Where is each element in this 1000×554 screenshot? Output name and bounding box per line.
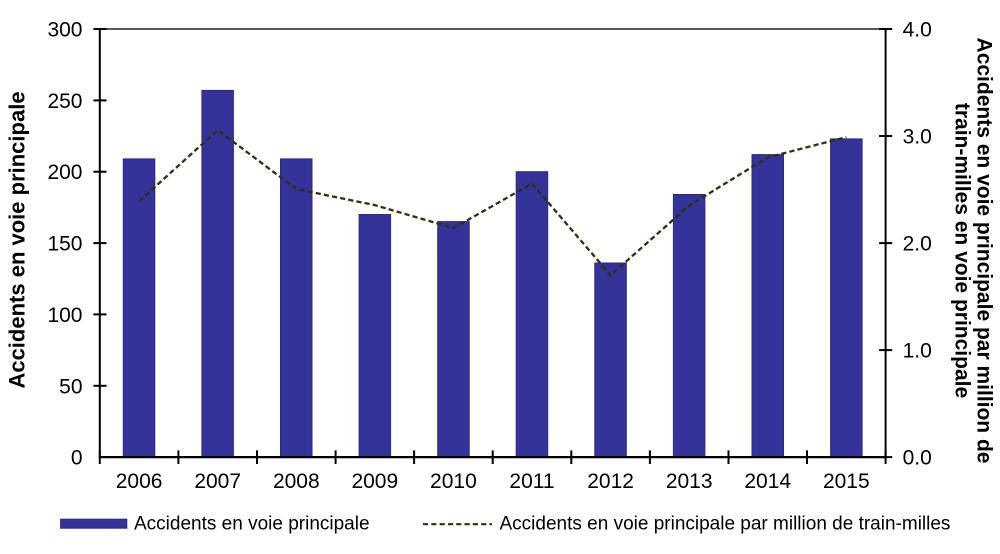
svg-text:1.0: 1.0: [903, 340, 932, 363]
svg-text:2010: 2010: [430, 470, 477, 493]
svg-text:train-milles en voie principal: train-milles en voie principale: [951, 103, 974, 398]
svg-text:150: 150: [47, 233, 82, 256]
svg-text:2015: 2015: [823, 470, 870, 493]
svg-text:2014: 2014: [744, 470, 791, 493]
svg-text:Accidents en voie principale p: Accidents en voie principale par million…: [973, 38, 996, 464]
svg-text:Accidents en voie principale: Accidents en voie principale: [5, 91, 30, 388]
svg-text:Accidents en voie principale: Accidents en voie principale: [134, 514, 370, 535]
svg-text:2008: 2008: [273, 470, 320, 493]
svg-text:100: 100: [47, 304, 82, 327]
svg-text:50: 50: [59, 375, 82, 398]
svg-text:0: 0: [71, 447, 83, 470]
svg-text:2013: 2013: [666, 470, 713, 493]
svg-text:2007: 2007: [194, 470, 241, 493]
svg-text:2012: 2012: [587, 470, 634, 493]
svg-text:3.0: 3.0: [903, 126, 932, 149]
svg-text:2011: 2011: [509, 470, 554, 493]
svg-text:2006: 2006: [116, 470, 163, 493]
svg-text:4.0: 4.0: [903, 19, 932, 42]
svg-text:200: 200: [47, 161, 82, 184]
svg-text:0.0: 0.0: [903, 447, 932, 470]
svg-text:2009: 2009: [351, 470, 398, 493]
svg-text:2.0: 2.0: [903, 233, 932, 256]
svg-text:250: 250: [47, 90, 82, 113]
svg-text:Accidents en voie principale p: Accidents en voie principale par million…: [500, 514, 951, 535]
svg-text:300: 300: [47, 19, 82, 42]
